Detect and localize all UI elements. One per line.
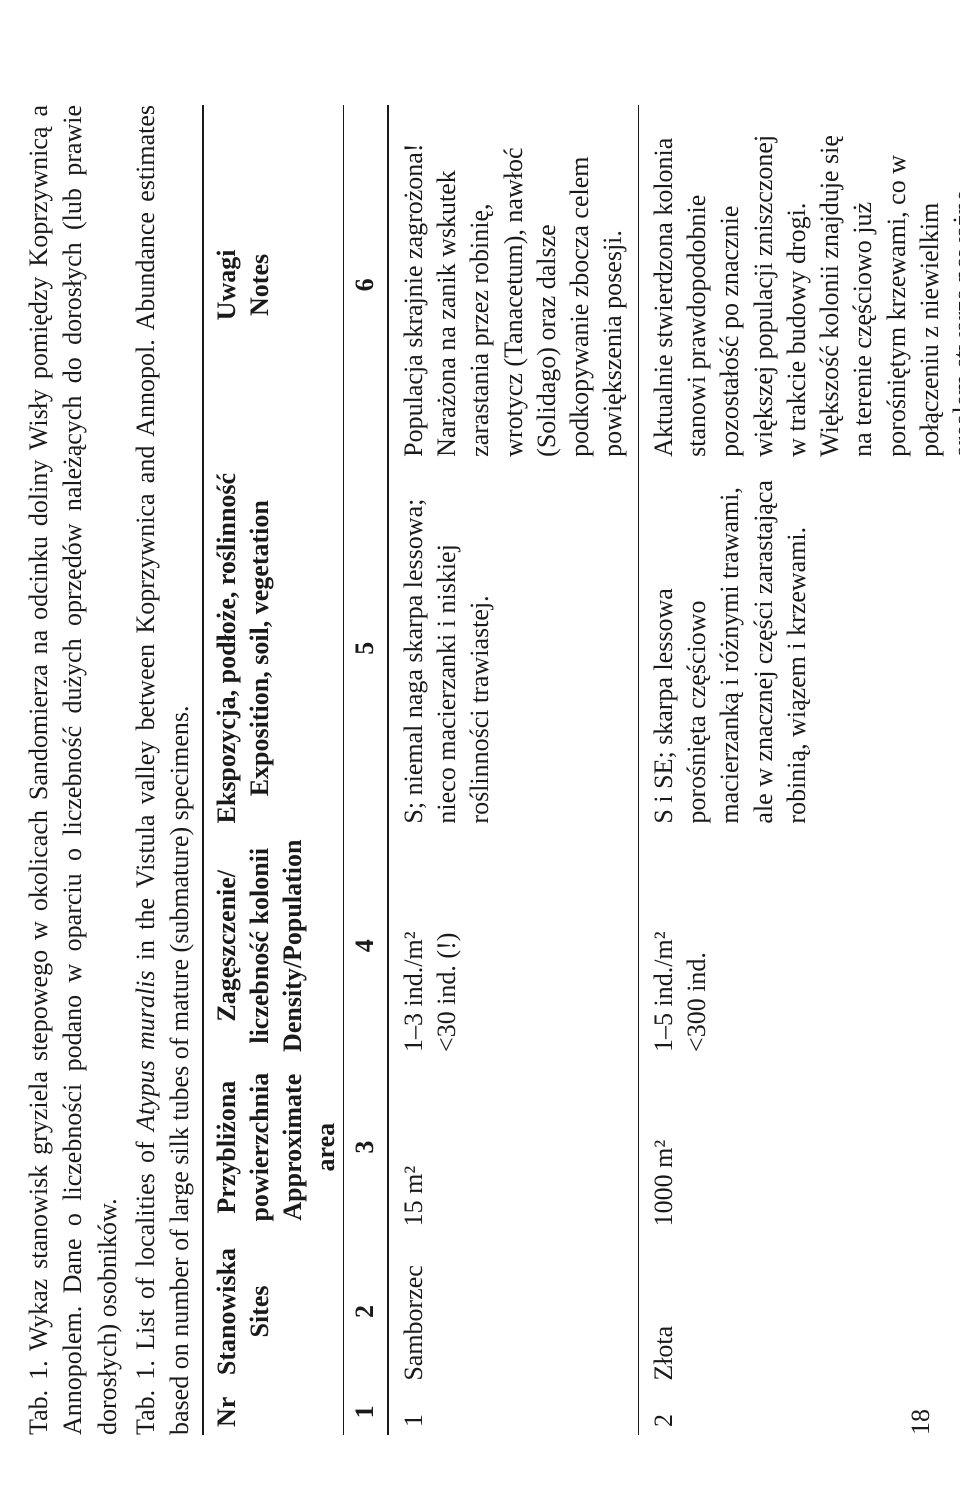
colnum-6: 6 (343, 105, 388, 465)
caption-en: Tab. 1. List of localities of Atypus mur… (129, 105, 198, 1435)
th-exposition: Ekspozycja, podłoże, roślinność Expositi… (203, 465, 344, 832)
cell-notes: Aktualnie stwierdzona kolonia stanowi pr… (638, 105, 960, 465)
colnum-2: 2 (343, 1234, 388, 1388)
table-numrow: 1 2 3 4 5 6 (343, 105, 388, 1435)
cell-density: 1–3 ind./m² <30 ind. (!) (388, 832, 638, 1060)
colnum-1: 1 (343, 1389, 388, 1435)
localities-table: Nr Stanowiska Sites Przybliżona powierzc… (202, 105, 960, 1435)
cell-density: 1–5 ind./m² <300 ind. (638, 832, 960, 1060)
th-dens-pl1: Zagęszczenie/ (210, 840, 243, 1052)
cell-exposition: S; niemal naga skarpa lessowa; nieco mac… (388, 465, 638, 832)
cell-notes: Populacja skrajnie zagrożona! Narażona n… (388, 105, 638, 465)
th-area-en1: Approximate (276, 1068, 309, 1226)
th-area-en2: area (309, 1068, 342, 1226)
cell-exposition: S i SE; skarpa lessowa porośnięta części… (638, 465, 960, 832)
notes-it2: Solidago (532, 356, 561, 448)
th-site: Stanowiska Sites (203, 1234, 344, 1388)
th-site-en: Sites (243, 1242, 276, 1380)
table-header-row: Nr Stanowiska Sites Przybliżona powierzc… (203, 105, 344, 1435)
th-notes-pl: Uwagi (210, 113, 243, 457)
colnum-5: 5 (343, 465, 388, 832)
colnum-3: 3 (343, 1060, 388, 1234)
cell-site: Złota (638, 1234, 960, 1388)
colnum-4: 4 (343, 832, 388, 1060)
th-dens-pl2: liczebność kolonii (243, 840, 276, 1052)
th-notes: Uwagi Notes (203, 105, 344, 465)
cell-density-l1: 1–3 ind./m² (397, 842, 430, 1052)
table-row: 2 Złota 1000 m² 1–5 ind./m² <300 ind. S … (638, 105, 960, 1435)
th-site-pl: Stanowiska (210, 1242, 243, 1380)
th-nr: Nr (203, 1389, 344, 1435)
th-dens-en: Density/Population (276, 840, 309, 1052)
notes-it1: Tanacetum (499, 244, 528, 358)
table-row: 1 Samborzec 15 m² 1–3 ind./m² <30 ind. (… (388, 105, 638, 1435)
cell-density-l2: <300 ind. (680, 842, 713, 1052)
caption-en-a: Tab. 1. List of localities of (131, 1131, 160, 1435)
th-area-pl1: Przybliżona (210, 1068, 243, 1226)
th-exp-pl: Ekspozycja, podłoże, roślinność (210, 473, 243, 824)
notes-a: Aktualnie stwierdzona kolonia stanowi pr… (649, 119, 960, 457)
cell-area: 1000 m² (638, 1060, 960, 1234)
cell-nr: 1 (388, 1389, 638, 1435)
cell-density-l1: 1–5 ind./m² (647, 842, 680, 1052)
th-notes-en: Notes (243, 113, 276, 457)
cell-site: Samborzec (388, 1234, 638, 1388)
caption-species: Atypus muralis (131, 971, 160, 1132)
page-number: 18 (906, 1409, 936, 1435)
page-container: Tab. 1. Wykaz stanowisk gryziela stepowe… (0, 0, 960, 1505)
cell-density-l2: <30 ind. (!) (430, 842, 463, 1052)
caption-pl: Tab. 1. Wykaz stanowisk gryziela stepowe… (22, 105, 125, 1435)
th-area: Przybliżona powierzchnia Approximate are… (203, 1060, 344, 1234)
th-exp-en: Exposition, soil, vegetation (243, 473, 276, 824)
th-area-pl2: powierzchnia (243, 1068, 276, 1226)
cell-area: 15 m² (388, 1060, 638, 1234)
th-density: Zagęszczenie/ liczebność kolonii Density… (203, 832, 344, 1060)
